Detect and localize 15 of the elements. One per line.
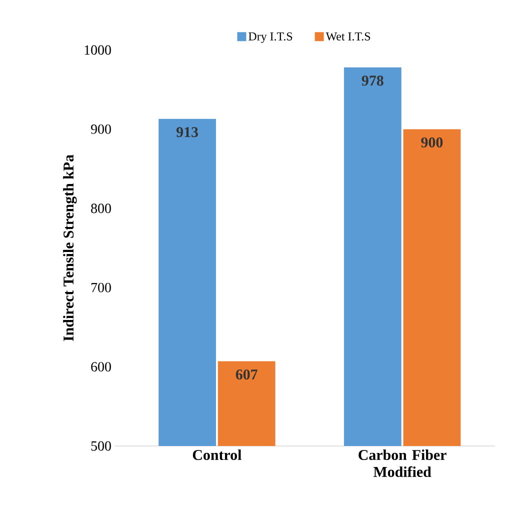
y-tick-label: 900 <box>91 124 111 134</box>
legend-label: Wet I.T.S <box>326 32 370 41</box>
x-tick-label: Control <box>192 450 242 460</box>
x-tick-label: Carbon Fiber Modified <box>358 450 446 477</box>
y-tick-label: 500 <box>91 441 111 451</box>
legend-label: Dry I.T.S <box>248 32 292 43</box>
y-tick-label: 600 <box>91 362 111 372</box>
y-tick-label: 1000 <box>84 45 111 55</box>
data-label: 913 <box>176 127 198 138</box>
y-tick-label: 800 <box>91 204 111 214</box>
data-label: 900 <box>421 137 443 148</box>
data-label: 607 <box>236 369 258 380</box>
data-label: 978 <box>362 76 384 86</box>
y-tick-label: 700 <box>91 282 111 292</box>
y-axis-title: Indirect Tensile Strength kPa <box>63 154 77 341</box>
